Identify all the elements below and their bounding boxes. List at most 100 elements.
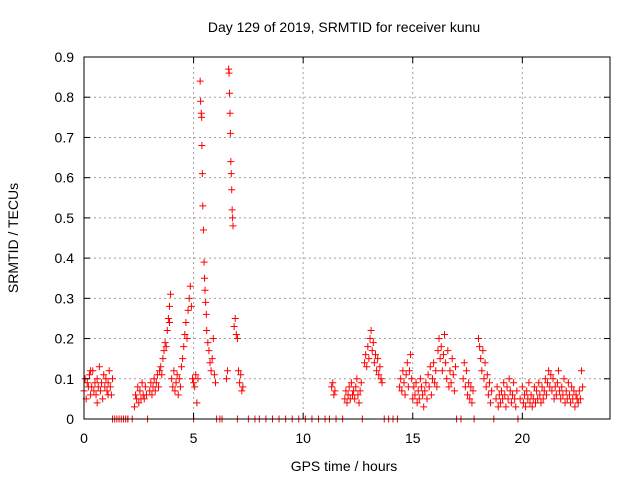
data-point xyxy=(151,387,159,395)
data-point xyxy=(443,375,451,383)
data-point xyxy=(93,399,101,407)
data-point xyxy=(422,379,430,387)
data-point xyxy=(136,387,144,395)
data-point xyxy=(347,379,355,387)
data-point xyxy=(239,383,247,391)
data-point xyxy=(168,375,176,383)
data-point xyxy=(227,158,235,166)
data-point xyxy=(530,383,538,391)
data-point xyxy=(493,383,501,391)
data-point xyxy=(198,113,206,121)
data-point xyxy=(423,395,431,403)
data-point xyxy=(222,375,230,383)
data-point xyxy=(328,383,336,391)
y-tick-label: 0.6 xyxy=(55,170,75,186)
data-point xyxy=(482,383,490,391)
data-point xyxy=(424,371,432,379)
data-point xyxy=(205,347,213,355)
data-point xyxy=(229,214,237,222)
data-point xyxy=(163,327,171,335)
data-point xyxy=(397,375,405,383)
data-point xyxy=(575,387,583,395)
data-point xyxy=(465,379,473,387)
data-point xyxy=(415,395,423,403)
data-point xyxy=(418,383,426,391)
data-point xyxy=(210,371,218,379)
data-point xyxy=(451,363,459,371)
data-point xyxy=(449,371,457,379)
data-point xyxy=(540,387,548,395)
data-point xyxy=(565,391,573,399)
data-point xyxy=(364,343,372,351)
data-point xyxy=(135,399,143,407)
data-point xyxy=(460,359,468,367)
data-point xyxy=(500,379,508,387)
data-point xyxy=(88,383,96,391)
data-point xyxy=(354,391,362,399)
data-point xyxy=(468,399,476,407)
x-tick-label: 5 xyxy=(190,430,198,446)
data-point xyxy=(98,379,106,387)
data-point xyxy=(541,375,549,383)
data-point xyxy=(405,367,413,375)
data-point xyxy=(506,387,514,395)
data-point xyxy=(485,379,493,387)
data-point xyxy=(192,371,200,379)
data-point xyxy=(231,314,239,322)
data-point xyxy=(171,387,179,395)
data-point xyxy=(204,339,212,347)
data-point xyxy=(480,375,488,383)
data-point xyxy=(407,351,415,359)
data-point xyxy=(550,395,558,403)
data-point xyxy=(560,375,568,383)
data-point xyxy=(466,395,474,403)
data-point xyxy=(409,395,417,403)
data-point xyxy=(433,383,441,391)
data-point xyxy=(535,379,543,387)
data-point xyxy=(227,170,235,178)
data-point xyxy=(552,391,560,399)
y-tick-label: 0 xyxy=(66,411,74,427)
data-point xyxy=(130,403,138,411)
data-point xyxy=(369,339,377,347)
data-point xyxy=(427,391,435,399)
data-point xyxy=(528,403,536,411)
data-point xyxy=(152,379,160,387)
data-point xyxy=(400,379,408,387)
data-point xyxy=(226,109,234,117)
y-tick-label: 0.9 xyxy=(55,49,75,65)
data-point xyxy=(343,399,351,407)
y-tick-label: 0.3 xyxy=(55,290,75,306)
data-point xyxy=(436,355,444,363)
data-point xyxy=(99,395,107,403)
data-point xyxy=(413,399,421,407)
data-point xyxy=(504,395,512,403)
data-point xyxy=(556,387,564,395)
data-point xyxy=(408,375,416,383)
data-point xyxy=(403,359,411,367)
data-point xyxy=(444,347,452,355)
data-point xyxy=(445,383,453,391)
data-point xyxy=(198,141,206,149)
data-point xyxy=(542,391,550,399)
data-point xyxy=(180,343,188,351)
data-point xyxy=(488,387,496,395)
data-point xyxy=(469,387,477,395)
data-point xyxy=(481,359,489,367)
data-point xyxy=(108,375,116,383)
data-point xyxy=(207,367,215,375)
data-point xyxy=(187,302,195,310)
data-point xyxy=(160,347,168,355)
data-point xyxy=(518,383,526,391)
data-point xyxy=(428,375,436,383)
data-point xyxy=(362,351,370,359)
data-point xyxy=(178,363,186,371)
data-point xyxy=(87,367,95,375)
data-point xyxy=(484,391,492,399)
data-point xyxy=(202,298,210,306)
data-point xyxy=(190,379,198,387)
data-point xyxy=(92,391,100,399)
data-point xyxy=(361,359,369,367)
data-point xyxy=(228,186,236,194)
data-point xyxy=(93,375,101,383)
